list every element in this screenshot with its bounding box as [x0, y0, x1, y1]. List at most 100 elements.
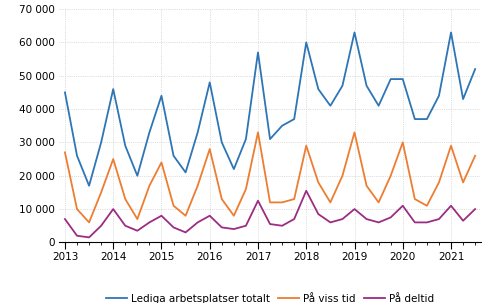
På viss tid [291, 197, 297, 201]
Lediga arbetsplatser totalt [400, 77, 406, 81]
På deltid [376, 221, 382, 224]
På viss tid [110, 157, 116, 161]
Lediga arbetsplatser totalt [146, 131, 152, 134]
På deltid [122, 224, 128, 228]
På deltid [110, 207, 116, 211]
På viss tid [231, 214, 237, 218]
På viss tid [219, 197, 225, 201]
Lediga arbetsplatser totalt [183, 171, 189, 174]
På deltid [400, 204, 406, 208]
Lediga arbetsplatser totalt [388, 77, 394, 81]
På deltid [364, 217, 370, 221]
På viss tid [400, 141, 406, 144]
Line: På viss tid: På viss tid [65, 132, 475, 222]
På deltid [74, 234, 80, 238]
Lediga arbetsplatser totalt [303, 41, 309, 44]
Lediga arbetsplatser totalt [98, 141, 104, 144]
Lediga arbetsplatser totalt [267, 137, 273, 141]
Lediga arbetsplatser totalt [135, 174, 140, 178]
På viss tid [243, 187, 249, 191]
På viss tid [412, 197, 418, 201]
På deltid [412, 221, 418, 224]
Lediga arbetsplatser totalt [159, 94, 164, 98]
På viss tid [135, 217, 140, 221]
På deltid [303, 189, 309, 193]
På viss tid [98, 191, 104, 194]
På deltid [135, 229, 140, 233]
Lediga arbetsplatser totalt [86, 184, 92, 188]
Lediga arbetsplatser totalt [170, 154, 176, 158]
På viss tid [279, 201, 285, 204]
Lediga arbetsplatser totalt [412, 117, 418, 121]
På viss tid [255, 131, 261, 134]
Lediga arbetsplatser totalt [315, 87, 321, 91]
På deltid [448, 204, 454, 208]
På deltid [207, 214, 213, 218]
På deltid [62, 217, 68, 221]
På viss tid [62, 151, 68, 154]
På viss tid [472, 154, 478, 158]
På viss tid [195, 184, 201, 188]
På deltid [86, 236, 92, 239]
På deltid [352, 207, 357, 211]
Lediga arbetsplatser totalt [279, 124, 285, 128]
På viss tid [146, 184, 152, 188]
Lediga arbetsplatser totalt [291, 117, 297, 121]
På deltid [315, 212, 321, 216]
På viss tid [424, 204, 430, 208]
På deltid [339, 217, 345, 221]
Lediga arbetsplatser totalt [352, 31, 357, 34]
Lediga arbetsplatser totalt [376, 104, 382, 108]
Lediga arbetsplatser totalt [207, 81, 213, 84]
Lediga arbetsplatser totalt [110, 87, 116, 91]
På deltid [255, 199, 261, 203]
Lediga arbetsplatser totalt [231, 167, 237, 171]
På deltid [327, 221, 333, 224]
På viss tid [376, 201, 382, 204]
På viss tid [327, 201, 333, 204]
På deltid [243, 224, 249, 228]
Lediga arbetsplatser totalt [243, 137, 249, 141]
Lediga arbetsplatser totalt [195, 131, 201, 134]
På deltid [98, 224, 104, 228]
På deltid [388, 216, 394, 219]
Lediga arbetsplatser totalt [122, 144, 128, 148]
På deltid [291, 217, 297, 221]
Lediga arbetsplatser totalt [436, 94, 442, 98]
På viss tid [303, 144, 309, 148]
På deltid [472, 207, 478, 211]
Lediga arbetsplatser totalt [472, 67, 478, 71]
På deltid [267, 222, 273, 226]
Lediga arbetsplatser totalt [62, 91, 68, 94]
På viss tid [86, 221, 92, 224]
Lediga arbetsplatser totalt [364, 84, 370, 88]
Legend: Lediga arbetsplatser totalt, På viss tid, På deltid: Lediga arbetsplatser totalt, På viss tid… [102, 290, 438, 303]
På viss tid [364, 184, 370, 188]
Line: Lediga arbetsplatser totalt: Lediga arbetsplatser totalt [65, 32, 475, 186]
På deltid [146, 221, 152, 224]
På viss tid [436, 181, 442, 184]
På deltid [424, 221, 430, 224]
På deltid [219, 225, 225, 229]
På viss tid [352, 131, 357, 134]
Lediga arbetsplatser totalt [448, 31, 454, 34]
På viss tid [388, 174, 394, 178]
Lediga arbetsplatser totalt [219, 141, 225, 144]
På viss tid [460, 181, 466, 184]
På deltid [436, 217, 442, 221]
På deltid [183, 231, 189, 234]
Lediga arbetsplatser totalt [327, 104, 333, 108]
På viss tid [74, 207, 80, 211]
På deltid [195, 221, 201, 224]
På viss tid [267, 201, 273, 204]
Lediga arbetsplatser totalt [460, 97, 466, 101]
På viss tid [122, 197, 128, 201]
På viss tid [207, 147, 213, 151]
På viss tid [159, 161, 164, 164]
Lediga arbetsplatser totalt [339, 84, 345, 88]
På viss tid [183, 214, 189, 218]
På deltid [279, 224, 285, 228]
På viss tid [315, 181, 321, 184]
Lediga arbetsplatser totalt [74, 154, 80, 158]
På deltid [170, 225, 176, 229]
